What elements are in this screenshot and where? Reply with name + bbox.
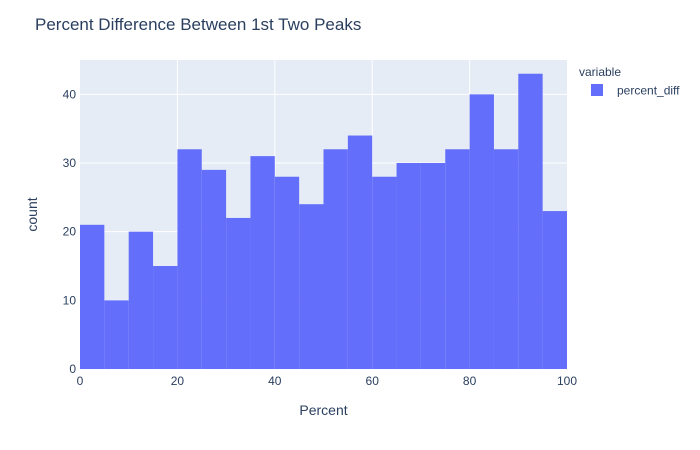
histogram-bar[interactable] bbox=[250, 156, 275, 369]
histogram-bar[interactable] bbox=[518, 73, 543, 369]
x-tick-label: 100 bbox=[557, 374, 577, 388]
histogram-bar[interactable] bbox=[274, 176, 300, 369]
legend-items[interactable]: percent_diff bbox=[591, 84, 680, 98]
y-tick-label: 40 bbox=[63, 87, 77, 101]
legend[interactable]: variable percent_diff bbox=[579, 65, 680, 98]
histogram-bar[interactable] bbox=[493, 149, 519, 369]
y-tick-labels: 0 10 20 30 40 bbox=[63, 87, 77, 376]
histogram-bar[interactable] bbox=[153, 266, 178, 369]
histogram-bar[interactable] bbox=[177, 149, 202, 369]
chart-title: Percent Difference Between 1st Two Peaks bbox=[35, 15, 361, 34]
histogram-bar[interactable] bbox=[372, 176, 397, 369]
legend-title: variable bbox=[579, 65, 621, 79]
y-tick-label: 20 bbox=[63, 225, 77, 239]
legend-entry-label[interactable]: percent_diff bbox=[617, 84, 680, 98]
histogram-bar[interactable] bbox=[104, 300, 129, 369]
histogram-bar[interactable] bbox=[201, 169, 227, 369]
y-axis-title: count bbox=[24, 197, 40, 231]
histogram-bar[interactable] bbox=[323, 149, 348, 369]
x-tick-label: 80 bbox=[463, 374, 477, 388]
histogram-bar[interactable] bbox=[469, 94, 494, 369]
y-tick-label: 30 bbox=[63, 156, 77, 170]
x-tick-label: 0 bbox=[77, 374, 84, 388]
x-tick-labels: 0 20 40 60 80 100 bbox=[77, 374, 578, 388]
legend-swatch[interactable] bbox=[591, 84, 603, 96]
y-tick-label: 0 bbox=[69, 362, 76, 376]
histogram-bar[interactable] bbox=[542, 211, 567, 369]
histogram-bar[interactable] bbox=[80, 224, 105, 369]
histogram-bar[interactable] bbox=[128, 231, 154, 369]
histogram-bar[interactable] bbox=[396, 163, 421, 369]
histogram-bar[interactable] bbox=[445, 149, 470, 369]
x-tick-label: 60 bbox=[366, 374, 380, 388]
x-axis-title: Percent bbox=[299, 402, 347, 418]
bars bbox=[80, 73, 567, 369]
histogram-bar[interactable] bbox=[226, 217, 251, 369]
histogram-bar[interactable] bbox=[347, 135, 373, 369]
x-tick-label: 20 bbox=[171, 374, 185, 388]
x-tick-label: 40 bbox=[268, 374, 282, 388]
y-tick-label: 10 bbox=[63, 293, 77, 307]
histogram-bar[interactable] bbox=[299, 204, 324, 369]
histogram-bar[interactable] bbox=[420, 163, 446, 369]
